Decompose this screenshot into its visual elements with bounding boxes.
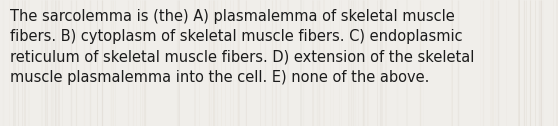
Text: The sarcolemma is (the) A) plasmalemma of skeletal muscle
fibers. B) cytoplasm o: The sarcolemma is (the) A) plasmalemma o… [10,9,474,85]
